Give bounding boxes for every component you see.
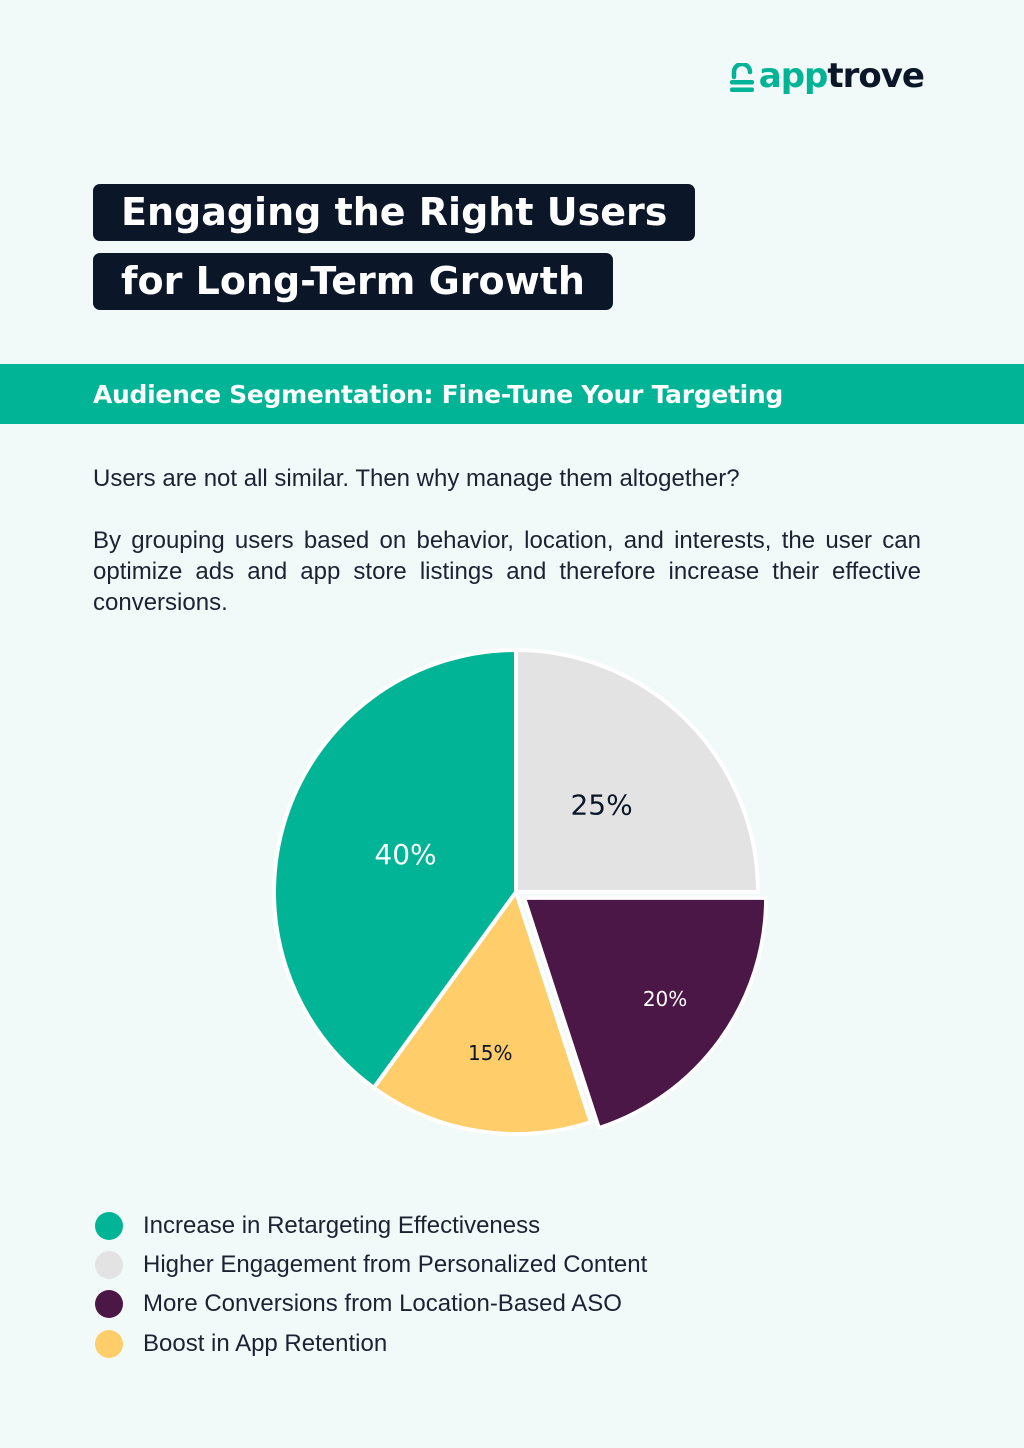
pie-slice-3 bbox=[522, 895, 769, 1131]
legend-item-4: Boost in App Retention bbox=[93, 1324, 647, 1363]
brand-name-trove: trove bbox=[827, 56, 925, 96]
legend-item-1: Increase in Retargeting Effectiveness bbox=[93, 1206, 647, 1245]
pie-slice-label-4: 15% bbox=[468, 1041, 512, 1065]
page-title-line-1: Engaging the Right Users bbox=[93, 184, 696, 241]
legend-item-3: More Conversions from Location-Based ASO bbox=[93, 1285, 647, 1324]
legend-item-2: Higher Engagement from Personalized Cont… bbox=[93, 1245, 647, 1284]
pie-slice-1 bbox=[272, 648, 518, 1090]
chart-legend: Increase in Retargeting Effectiveness Hig… bbox=[93, 1206, 647, 1363]
intro-text: Users are not all similar. Then why mana… bbox=[93, 465, 740, 492]
legend-label-4: Boost in App Retention bbox=[143, 1329, 388, 1357]
body-paragraph: By grouping users based on behavior, loc… bbox=[93, 527, 921, 616]
pie-slice-4 bbox=[371, 890, 593, 1136]
legend-label-2: Higher Engagement from Personalized Cont… bbox=[143, 1250, 648, 1278]
pie-slice-label-2: 25% bbox=[570, 788, 632, 821]
legend-swatch-3 bbox=[95, 1290, 123, 1319]
section-heading: Audience Segmentation: Fine-Tune Your Ta… bbox=[93, 379, 783, 409]
pie-chart: 25% 20% 15% 40% bbox=[272, 648, 769, 1136]
section-heading-band: Audience Segmentation: Fine-Tune Your Ta… bbox=[0, 364, 1024, 424]
legend-swatch-4 bbox=[95, 1329, 123, 1358]
legend-label-3: More Conversions from Location-Based ASO bbox=[143, 1290, 622, 1318]
lock-logo-icon bbox=[729, 63, 754, 92]
pie-slice-label-3: 20% bbox=[643, 987, 687, 1011]
brand-logo: apptrove bbox=[729, 56, 925, 96]
pie-slice-label-1: 40% bbox=[374, 838, 436, 871]
brand-name-app: app bbox=[758, 56, 829, 96]
legend-swatch-1 bbox=[95, 1211, 123, 1240]
legend-swatch-2 bbox=[95, 1250, 123, 1279]
pie-slice-2 bbox=[514, 648, 760, 894]
legend-label-1: Increase in Retargeting Effectiveness bbox=[143, 1211, 541, 1239]
page-title-line-2: for Long-Term Growth bbox=[93, 253, 613, 310]
